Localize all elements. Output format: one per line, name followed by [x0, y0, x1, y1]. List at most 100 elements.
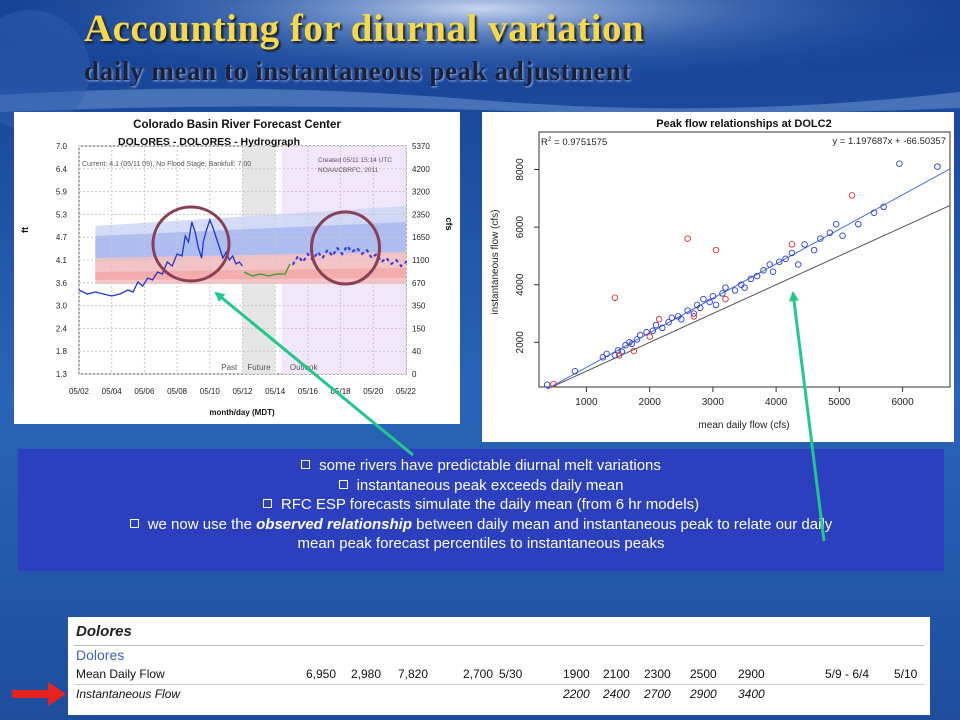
highlight-circle-observed — [151, 205, 231, 283]
scatter-point — [611, 352, 619, 359]
bullet-box: some rivers have predictable diurnal mel… — [18, 449, 944, 571]
right-axis-tick-label: 670 — [412, 279, 426, 288]
hydrograph-header-subtitle: DOLORES - DOLORES - Hydrograph — [118, 136, 300, 148]
future-label: Future — [247, 363, 271, 372]
right-axis-tick-label: 1650 — [412, 233, 430, 242]
scatter-point — [776, 258, 783, 265]
scatter-point — [599, 354, 607, 361]
y-axis-tick-label: 2000 — [515, 331, 526, 354]
left-axis-tick-label: 4.7 — [56, 233, 68, 242]
right-axis-tick-label: 150 — [412, 324, 426, 333]
emphasis-text: observed relationship — [256, 515, 412, 533]
right-axis-tick-label: 3200 — [412, 188, 430, 197]
left-axis-tick-label: 2.4 — [56, 324, 68, 333]
x-axis-tick-label: 1000 — [575, 397, 598, 408]
scatter-point — [678, 316, 685, 323]
x-axis-tick-label: 05/20 — [363, 387, 384, 396]
table-cell: 2,700 — [463, 667, 494, 681]
forecast-table: Dolores Dolores Mean Daily Flow 6,950 2,… — [68, 617, 930, 715]
right-axis-tick-label: 5370 — [412, 142, 430, 151]
left-axis-tick-label: 1.3 — [56, 370, 68, 379]
x-axis-tick-label: 6000 — [891, 397, 914, 408]
highlight-circle-outlook — [310, 210, 382, 286]
scatter-point — [719, 290, 726, 297]
scatter-point — [810, 246, 818, 254]
x-axis-tick-label: 05/12 — [232, 387, 253, 396]
left-axis-tick-label: 3.0 — [56, 302, 68, 311]
x-axis-tick-label: 05/10 — [200, 387, 221, 396]
scatter-point — [655, 316, 663, 323]
right-axis-tick-label: 2350 — [412, 210, 430, 219]
y-axis-tick-label: 8000 — [515, 158, 526, 181]
scatter-point — [643, 329, 650, 336]
bullet-item-continuation: mean peak forecast percentiles to instan… — [297, 535, 665, 552]
x-axis-tick-label: 5000 — [828, 397, 851, 408]
scatter-point — [706, 298, 713, 306]
created-text: Created 05/11 15:14 UTC — [318, 157, 392, 164]
right-axis-label: cfs — [444, 217, 454, 230]
regression-equation: y = 1.197687x + -66.50357 — [832, 136, 946, 147]
scatter-point — [616, 352, 623, 359]
scatter-point — [659, 324, 666, 332]
table-cell: 2300 — [644, 667, 671, 681]
r-squared-label: R2 = 0.9751575 — [541, 136, 607, 148]
x-axis-label: mean daily flow (cfs) — [698, 420, 789, 431]
row-label: Mean Daily Flow — [76, 667, 165, 681]
square-bullet-icon — [129, 518, 139, 528]
square-bullet-icon — [262, 499, 272, 508]
scatter-point — [826, 229, 834, 237]
scatter-point — [696, 304, 704, 312]
right-axis-tick-label: 350 — [412, 302, 426, 311]
scatter-point — [665, 318, 672, 326]
scatter-point — [788, 241, 796, 248]
scatter-point — [722, 284, 729, 291]
table-divider — [74, 645, 924, 646]
left-axis-label: ft — [20, 227, 30, 233]
hydrograph-panel: 7.0 5370 6.4 4200 5.9 3200 5.3 2350 4.7 1650 4.1 11… — [14, 112, 460, 424]
scatter-point — [848, 192, 856, 199]
scatter-point — [543, 381, 551, 388]
scatter-point — [741, 284, 748, 291]
square-bullet-icon — [338, 479, 348, 489]
past-label: Past — [221, 363, 238, 372]
scatter-point — [817, 235, 824, 242]
slide-subtitle: daily mean to instantaneous peak adjustm… — [84, 56, 632, 86]
scatter-point — [782, 255, 789, 263]
scatter-point — [712, 301, 720, 309]
scatter-point — [649, 327, 657, 335]
scatter-point — [646, 333, 653, 340]
table-cell: 5/10 — [894, 667, 918, 681]
scatter-point — [747, 275, 755, 283]
x-axis-tick-label: 05/16 — [298, 387, 319, 396]
left-axis-tick-label: 3.6 — [56, 279, 68, 288]
forecast-band-blue — [95, 222, 406, 262]
scatter-point — [630, 347, 638, 355]
x-axis-tick-label: 05/22 — [396, 387, 417, 396]
left-axis-tick-label: 5.3 — [56, 210, 68, 219]
table-cell: 2100 — [603, 667, 630, 681]
scatter-point — [760, 267, 767, 274]
left-axis-tick-label: 7.0 — [56, 142, 68, 151]
table-cell: 2400 — [603, 687, 630, 701]
bullet-item: instantaneous peak exceeds daily mean — [18, 476, 944, 496]
row-label: Instantaneous Flow — [76, 687, 181, 701]
scatter-point — [880, 203, 887, 211]
scatter-point — [934, 163, 941, 170]
table-cell: 2,980 — [351, 667, 382, 681]
observed-series-line — [78, 218, 244, 297]
table-cell: 5/9 - 6/4 — [825, 667, 870, 681]
peak-flow-scatter-chart: 1000 2000 3000 4000 5000 6000 2000 4000 6000 8000… — [490, 118, 951, 431]
bullet-item: RFC ESP forecasts simulate the daily mea… — [18, 495, 944, 515]
left-axis-tick-label: 1.8 — [56, 347, 68, 356]
right-axis-tick-label: 40 — [412, 347, 421, 356]
scatter-point — [753, 272, 761, 280]
x-axis-label: month/day (MDT) — [209, 408, 275, 417]
scatter-point — [628, 340, 636, 348]
credit-text: NOAA/CBRFC, 2011 — [318, 167, 379, 174]
scatter-point — [712, 246, 720, 254]
table-cell: 1900 — [563, 667, 590, 681]
table-divider — [74, 684, 924, 685]
x-axis-tick-label: 05/02 — [69, 387, 90, 396]
outlook-label: Outlook — [290, 363, 319, 372]
current-status-text: Current: 4.1 (05/11 09), No Flood Stage,… — [82, 161, 251, 168]
